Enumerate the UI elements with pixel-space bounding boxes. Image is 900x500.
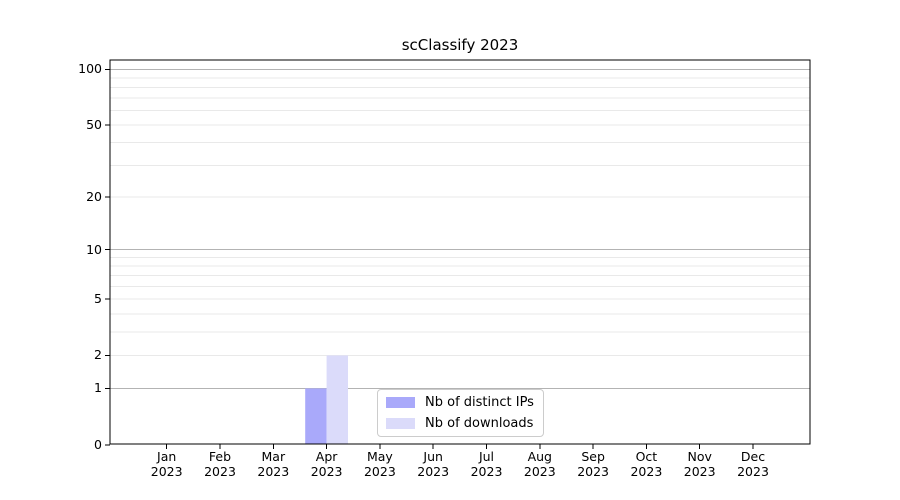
x-tick-label-mar: Mar 2023: [257, 449, 290, 479]
legend-box: Nb of distinct IPs Nb of downloads: [377, 389, 544, 437]
x-tick-label-oct: Oct 2023: [630, 449, 663, 479]
legend-swatch-distinct-ips: [386, 397, 415, 409]
legend-entry-distinct-ips: Nb of distinct IPs: [386, 395, 535, 410]
y-tick-label-50: 50: [86, 116, 102, 132]
y-tick-label-2: 2: [94, 347, 102, 363]
x-tick-label-sep: Sep 2023: [577, 449, 609, 479]
chart-title: scClassify 2023: [401, 36, 519, 54]
y-tick-label-100: 100: [78, 61, 102, 77]
y-tick-label-1: 1: [94, 380, 102, 396]
x-tick-label-nov: Nov 2023: [683, 449, 716, 479]
plot-area-border: [109, 59, 811, 445]
x-tick-label-feb: Feb 2023: [204, 449, 236, 479]
bar-nb-of-distinct-ips-apr: [305, 388, 327, 444]
legend-swatch-downloads: [386, 417, 415, 429]
y-tick-label-10: 10: [86, 241, 102, 257]
bar-nb-of-downloads-apr: [326, 355, 348, 444]
x-tick-label-dec: Dec 2023: [737, 449, 769, 479]
legend-label-downloads: Nb of downloads: [425, 415, 534, 431]
x-tick-label-jun: Jun 2023: [417, 449, 450, 479]
y-tick-label-5: 5: [94, 291, 102, 307]
x-tick-label-aug: Aug 2023: [523, 449, 556, 479]
x-tick-label-may: May 2023: [363, 449, 396, 479]
legend-label-distinct-ips: Nb of distinct IPs: [425, 395, 534, 411]
x-tick-label-apr: Apr 2023: [310, 449, 343, 479]
x-tick-label-jan: Jan 2023: [150, 449, 183, 479]
x-tick-label-jul: Jul 2023: [470, 449, 503, 479]
y-tick-label-20: 20: [86, 189, 102, 205]
y-tick-label-0: 0: [94, 436, 102, 452]
legend-entry-downloads: Nb of downloads: [386, 416, 535, 431]
